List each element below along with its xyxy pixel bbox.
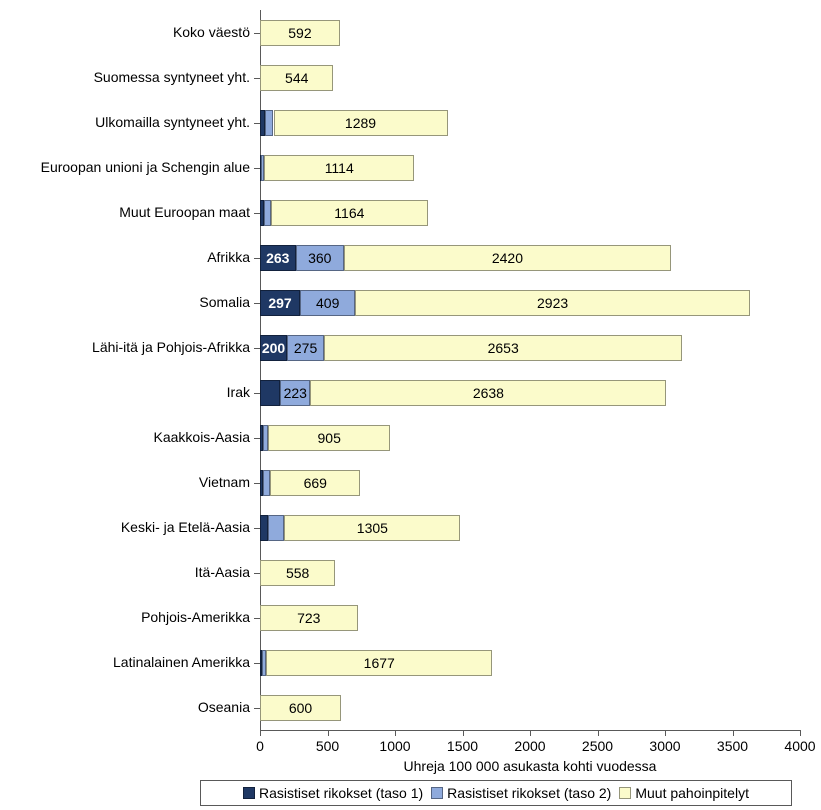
category-label: Afrikka bbox=[2, 249, 250, 265]
x-tick bbox=[463, 730, 464, 736]
bar-segment-s3 bbox=[264, 155, 414, 181]
category-label: Irak bbox=[2, 384, 250, 400]
bar-segment-s2 bbox=[296, 245, 345, 271]
category-label: Kaakkois-Aasia bbox=[2, 429, 250, 445]
legend-item: Rasistiset rikokset (taso 2) bbox=[431, 785, 611, 801]
bar-segment-s3 bbox=[355, 290, 750, 316]
bar-segment-s3 bbox=[310, 380, 666, 406]
category-label: Somalia bbox=[2, 294, 250, 310]
category-label: Ulkomailla syntyneet yht. bbox=[2, 114, 250, 130]
x-tick-label: 2500 bbox=[568, 738, 628, 754]
bar-segment-s3 bbox=[260, 560, 335, 586]
bar-segment-s2 bbox=[280, 380, 310, 406]
bar-segment-s2 bbox=[263, 470, 270, 496]
category-label: Pohjois-Amerikka bbox=[2, 609, 250, 625]
x-tick bbox=[328, 730, 329, 736]
x-tick bbox=[395, 730, 396, 736]
category-label: Suomessa syntyneet yht. bbox=[2, 69, 250, 85]
bar-segment-s3 bbox=[260, 65, 333, 91]
legend-item: Muut pahoinpitelyt bbox=[619, 785, 749, 801]
legend-item: Rasistiset rikokset (taso 1) bbox=[243, 785, 423, 801]
legend-swatch bbox=[619, 787, 631, 799]
bar-segment-s2 bbox=[287, 335, 324, 361]
x-tick bbox=[598, 730, 599, 736]
legend: Rasistiset rikokset (taso 1) Rasistiset r… bbox=[200, 780, 792, 806]
legend-label: Rasistiset rikokset (taso 2) bbox=[447, 785, 611, 801]
bar-segment-s3 bbox=[260, 605, 358, 631]
x-axis-title: Uhreja 100 000 asukasta kohti vuodessa bbox=[260, 758, 800, 774]
bar-segment-s1 bbox=[260, 290, 300, 316]
bar-segment-s2 bbox=[264, 200, 271, 226]
category-label: Lähi-itä ja Pohjois-Afrikka bbox=[2, 339, 250, 355]
x-tick-label: 3000 bbox=[635, 738, 695, 754]
legend-swatch bbox=[431, 787, 443, 799]
category-label: Koko väestö bbox=[2, 24, 250, 40]
bar-segment-s1 bbox=[260, 515, 268, 541]
legend-swatch bbox=[243, 787, 255, 799]
category-label: Itä-Aasia bbox=[2, 564, 250, 580]
x-tick-label: 0 bbox=[230, 738, 290, 754]
bar-segment-s1 bbox=[260, 380, 280, 406]
bar-segment-s1 bbox=[260, 335, 287, 361]
bar-segment-s2 bbox=[268, 515, 284, 541]
bar-segment-s3 bbox=[266, 650, 492, 676]
x-tick bbox=[665, 730, 666, 736]
category-label: Keski- ja Etelä-Aasia bbox=[2, 519, 250, 535]
legend-label: Rasistiset rikokset (taso 1) bbox=[259, 785, 423, 801]
bar-segment-s3 bbox=[274, 110, 448, 136]
bar-segment-s3 bbox=[284, 515, 460, 541]
x-tick-label: 500 bbox=[298, 738, 358, 754]
x-tick bbox=[260, 730, 261, 736]
x-tick-label: 4000 bbox=[770, 738, 821, 754]
bar-segment-s1 bbox=[260, 245, 296, 271]
category-label: Latinalainen Amerikka bbox=[2, 654, 250, 670]
bar-segment-s3 bbox=[344, 245, 671, 271]
category-label: Oseania bbox=[2, 699, 250, 715]
x-tick bbox=[800, 730, 801, 736]
x-tick bbox=[733, 730, 734, 736]
legend-label: Muut pahoinpitelyt bbox=[635, 785, 749, 801]
bar-segment-s3 bbox=[260, 695, 341, 721]
bar-segment-s2 bbox=[300, 290, 355, 316]
bar-segment-s3 bbox=[324, 335, 682, 361]
x-tick-label: 3500 bbox=[703, 738, 763, 754]
category-label: Euroopan unioni ja Schengin alue bbox=[2, 159, 250, 175]
x-tick-label: 1500 bbox=[433, 738, 493, 754]
category-label: Vietnam bbox=[2, 474, 250, 490]
category-label: Muut Euroopan maat bbox=[2, 204, 250, 220]
bar-segment-s2 bbox=[265, 110, 273, 136]
x-tick bbox=[530, 730, 531, 736]
bar-segment-s3 bbox=[270, 470, 360, 496]
bar-segment-s3 bbox=[268, 425, 390, 451]
bar-segment-s3 bbox=[260, 20, 340, 46]
x-tick-label: 1000 bbox=[365, 738, 425, 754]
bar-segment-s3 bbox=[271, 200, 428, 226]
crime-rate-chart: 0 500 1000 1500 2000 2500 3000 3500 4000 Uhreja 1… bbox=[0, 0, 821, 810]
x-tick-label: 2000 bbox=[500, 738, 560, 754]
